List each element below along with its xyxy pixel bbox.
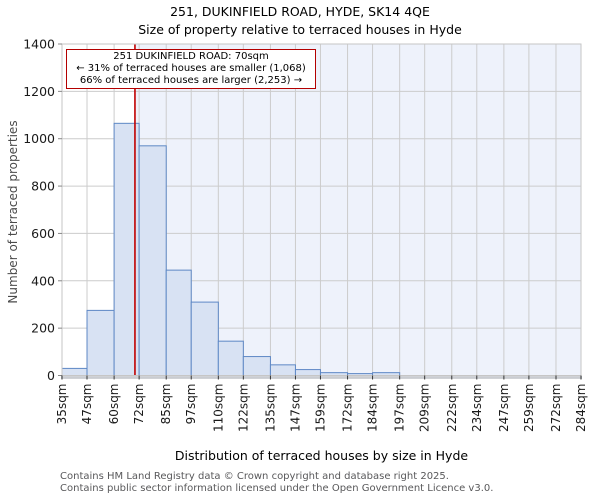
x-tick-label: 85sqm [159,384,173,425]
histogram-bar [86,309,115,377]
footer-line-1: Contains HM Land Registry data © Crown c… [60,471,449,482]
property-annotation-box: 251 DUKINFIELD ROAD: 70sqm ← 31% of terr… [66,49,316,89]
x-tick-label: 47sqm [80,384,94,425]
y-tick-label: 1400 [23,37,55,52]
chart-subtitle: Size of property relative to terraced ho… [138,22,462,37]
histogram-bar [138,145,167,376]
y-tick-label: 1000 [23,131,55,146]
x-tick-label: 272sqm [549,384,563,432]
y-tick-label: 200 [31,321,55,336]
y-tick-label: 1200 [23,84,55,99]
chart-title: 251, DUKINFIELD ROAD, HYDE, SK14 4QE [170,4,430,19]
histogram-bar [294,369,321,376]
x-tick-label: 110sqm [211,384,225,432]
x-tick-label: 172sqm [341,384,355,432]
histogram-bar [61,367,88,376]
x-tick-label: 197sqm [393,384,407,432]
x-tick-label: 247sqm [497,384,511,432]
plot-border [61,43,582,376]
y-tick-label: 400 [31,273,55,288]
x-tick-label: 222sqm [445,384,459,432]
x-tick-label: 259sqm [522,384,536,432]
histogram-bar [242,356,271,376]
license-footer: Contains HM Land Registry data © Crown c… [60,471,600,494]
x-tick-label: 72sqm [132,384,146,425]
annotation-property-line: 251 DUKINFIELD ROAD: 70sqm [113,51,269,62]
footer-line-2: Contains public sector information licen… [60,482,494,494]
y-tick-label: 600 [31,226,55,241]
histogram-bar [269,364,296,376]
x-tick-label: 184sqm [366,384,380,432]
y-axis-label: Number of terraced properties [6,120,20,304]
y-tick-label: 0 [47,368,55,383]
x-tick-label: 234sqm [470,384,484,432]
histogram-bar [190,301,219,377]
x-tick-label: 147sqm [288,384,302,432]
annotation-smaller-line: ← 31% of terraced houses are smaller (1,… [76,63,306,74]
annotation-larger-line: 66% of terraced houses are larger (2,253… [79,75,303,86]
x-tick-label: 284sqm [574,384,588,432]
x-tick-label: 60sqm [107,384,121,425]
x-tick-label: 97sqm [184,384,198,425]
histogram-bar [165,269,192,377]
histogram-bar [217,340,244,377]
y-tick-label: 800 [31,179,55,194]
x-axis-label: Distribution of terraced houses by size … [174,448,469,463]
x-tick-label: 135sqm [263,384,277,432]
x-tick-label: 122sqm [236,384,250,432]
x-tick-label: 209sqm [418,384,432,432]
x-tick-label: 35sqm [55,384,69,425]
x-tick-label: 159sqm [313,384,327,432]
